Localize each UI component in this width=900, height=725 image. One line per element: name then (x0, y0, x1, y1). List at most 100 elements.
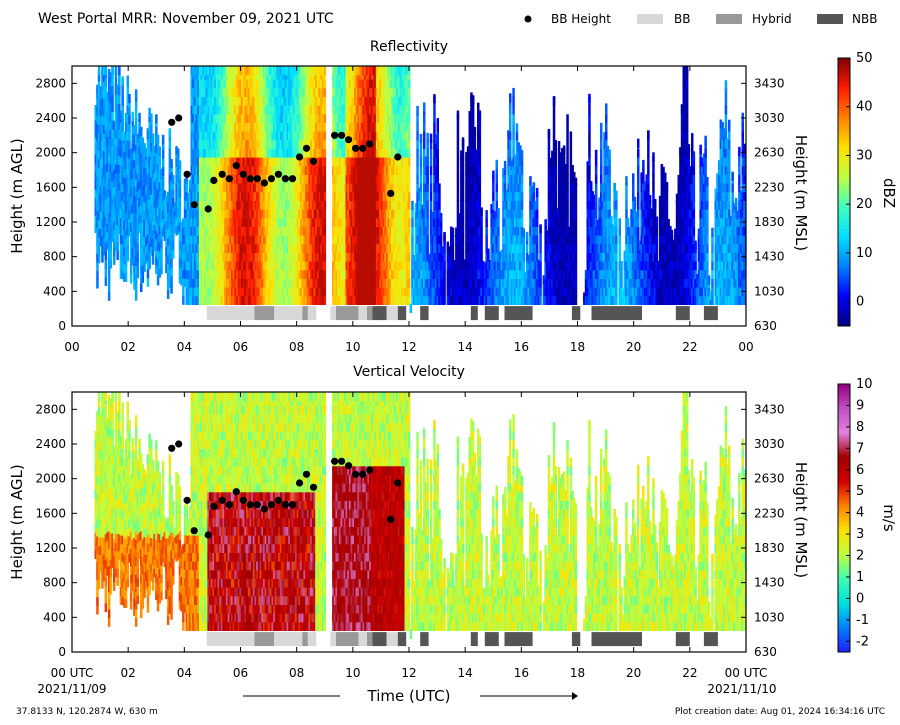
bb-type-bar (336, 306, 359, 321)
x-tick-label: 20 (626, 666, 641, 680)
reflectivity-axes: 00 02 04 06 08 10 12 14 16 18 20 22 0004008001200160… (35, 66, 785, 354)
colorbar-tick-label: 6 (856, 463, 864, 478)
bb-type-bar (386, 306, 398, 321)
bb-height-point (387, 189, 395, 197)
y2-tick-label: 3430 (754, 76, 785, 90)
figure-title: West Portal MRR: November 09, 2021 UTC (38, 11, 334, 27)
colorbar-tick-label: 2 (856, 549, 864, 564)
y2-tick-label: 2230 (754, 180, 785, 194)
bb-type-bar (302, 632, 308, 647)
bb-type-bar (358, 632, 367, 647)
bb-height-point (267, 175, 275, 183)
x-tick-label: 10 (345, 340, 360, 354)
x-tick-label: 18 (570, 666, 585, 680)
bb-height-point (260, 505, 268, 513)
y2-tick-label: 3030 (754, 111, 785, 125)
y-tick-label: 2800 (35, 402, 66, 416)
x-tick-label: 10 (345, 666, 360, 680)
bb-type-bar (307, 632, 317, 647)
velocity-colorbar-ticks: -2 -1 0 1 2 3 4 5 6 7 8 9 10 (846, 377, 873, 649)
bb-height-point (218, 496, 226, 504)
bb-height-point (232, 488, 240, 496)
x-tick-label: 18 (570, 340, 585, 354)
velocity-title: Vertical Velocity (353, 364, 465, 380)
colorbar-tick-label: 0 (856, 295, 864, 310)
y2-tick-label: 1030 (754, 610, 785, 624)
bb-type-bar (420, 632, 429, 647)
bb-height-point (338, 457, 346, 465)
y2-tick-label: 3430 (754, 402, 785, 416)
bb-height-point (274, 496, 282, 504)
velocity-ylabel: Height (m AGL) (8, 464, 26, 579)
y-tick-label: 1200 (35, 215, 66, 229)
x-tick-label: 20 (626, 340, 641, 354)
bb-height-point (218, 170, 226, 178)
bb-height-point (366, 466, 374, 474)
bb-type-bar (336, 632, 359, 647)
bb-type-bar (274, 632, 303, 647)
bb-height-point (345, 136, 353, 144)
x-tick-label: 14 (458, 666, 473, 680)
colorbar-tick-label: 1 (856, 570, 864, 585)
legend-swatch-hybrid (716, 14, 742, 24)
legend-label-hybrid: Hybrid (752, 12, 792, 26)
bb-height-point (232, 162, 240, 170)
bb-type-bar (675, 632, 690, 647)
colorbar-tick-label: 50 (856, 51, 873, 66)
bb-height-point (267, 501, 275, 509)
colorbar-tick-label: 40 (856, 100, 873, 115)
colorbar-tick-label: 0 (856, 591, 864, 606)
bb-height-point (338, 131, 346, 139)
velocity-field (94, 392, 746, 639)
bb-height-point (281, 175, 289, 183)
time-arrow-head-icon (572, 692, 578, 700)
x-tick-label: 00 UTC (725, 666, 768, 680)
bb-type-bar (206, 632, 255, 647)
y-tick-label: 2000 (35, 146, 66, 160)
legend-swatch-nbb (817, 14, 843, 24)
bb-type-bar (386, 632, 398, 647)
bb-type-bar (302, 306, 308, 321)
bb-height-point (295, 479, 304, 487)
bb-height-point (168, 444, 176, 452)
bb-type-bar (254, 306, 275, 321)
bb-height-point (288, 501, 297, 509)
colorbar-tick-label: 3 (856, 527, 864, 542)
x-tick-label: 04 (177, 666, 192, 680)
bb-type-bar (591, 306, 642, 321)
y-tick-label: 800 (43, 576, 66, 590)
x-tick-label: 06 (233, 666, 248, 680)
legend-swatch-bb (637, 14, 663, 24)
bb-height-point (295, 153, 304, 161)
bb-height-point (168, 118, 176, 126)
bb-height-point (274, 170, 282, 178)
y2-tick-label: 1430 (754, 250, 785, 264)
y-tick-label: 2400 (35, 111, 66, 125)
colorbar-tick-label: -1 (856, 613, 869, 628)
bb-height-point (260, 179, 268, 187)
bb-type-bar (366, 632, 373, 647)
bb-height-point (210, 176, 218, 184)
bb-height-point (387, 515, 395, 524)
y-tick-label: 800 (43, 250, 66, 264)
bb-height-point (253, 175, 261, 183)
bb-height-point (204, 531, 212, 539)
legend-label-bb: BB (674, 12, 690, 26)
y-tick-label: 2800 (35, 76, 66, 90)
reflectivity-colorbar-ticks: 0 10 20 30 40 50 (846, 51, 873, 310)
y2-tick-label: 1830 (754, 541, 785, 555)
colorbar-tick-label: 9 (856, 398, 864, 413)
bb-height-point (309, 157, 318, 165)
date-end: 2021/11/10 (707, 682, 776, 696)
y-tick-label: 400 (43, 284, 66, 298)
x-tick-label: 02 (121, 666, 136, 680)
velocity-panel: Vertical Velocity 00 UTC 02 04 06 08 10 12 14 16… (8, 364, 898, 680)
y2-tick-label: 2230 (754, 506, 785, 520)
bb-type-bar (470, 306, 478, 321)
bb-type-bar (206, 306, 255, 321)
bb-height-point (183, 170, 191, 178)
colorbar-tick-label: 4 (856, 506, 864, 521)
x-tick-label: 06 (233, 340, 248, 354)
bb-height-point (253, 501, 261, 509)
